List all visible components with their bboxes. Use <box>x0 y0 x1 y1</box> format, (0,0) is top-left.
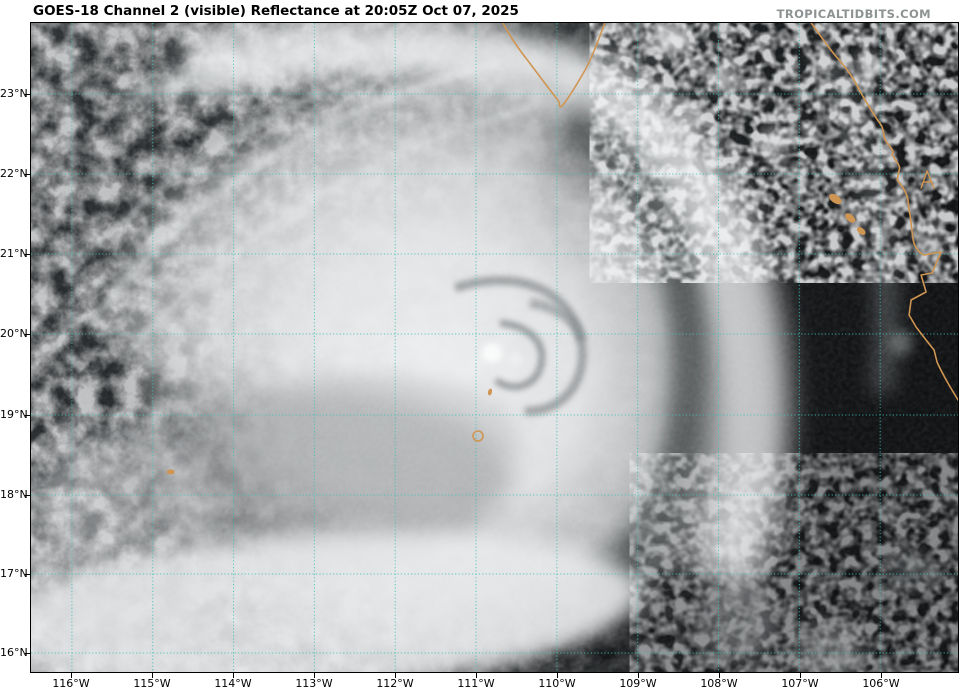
satellite-image <box>31 23 958 672</box>
image-grain <box>31 23 958 672</box>
lon-label: 107°W <box>781 677 819 690</box>
lon-label: 115°W <box>133 677 171 690</box>
lon-label: 114°W <box>214 677 252 690</box>
lon-tick <box>881 673 882 678</box>
satellite-map <box>30 22 959 673</box>
lon-tick <box>557 673 558 678</box>
watermark-text: TROPICALTIDBITS.COM <box>776 7 931 21</box>
coastal-lagoon <box>920 170 935 189</box>
baja-california-peninsula-coastline <box>502 23 606 108</box>
lon-tick <box>314 673 315 678</box>
islands <box>166 193 866 475</box>
lat-label: 20°N <box>0 327 28 340</box>
lat-label: 18°N <box>0 488 28 501</box>
socorro-island <box>472 430 484 442</box>
lon-tick <box>800 673 801 678</box>
clarion-island <box>166 469 175 475</box>
lon-label: 109°W <box>619 677 657 690</box>
lat-label: 21°N <box>0 247 28 260</box>
lat-tick <box>25 495 30 496</box>
lat-label: 23°N <box>0 87 28 100</box>
page-title: GOES-18 Channel 2 (visible) Reflectance … <box>33 3 519 19</box>
lat-tick <box>25 174 30 175</box>
islas-marias <box>856 227 866 235</box>
lon-tick <box>476 673 477 678</box>
lat-tick <box>25 415 30 416</box>
lon-label: 110°W <box>538 677 576 690</box>
lon-tick <box>233 673 234 678</box>
lat-label: 19°N <box>0 408 28 421</box>
lon-label: 106°W <box>862 677 900 690</box>
lat-tick <box>25 334 30 335</box>
lat-label: 22°N <box>0 167 28 180</box>
lat-tick <box>25 254 30 255</box>
lon-tick <box>152 673 153 678</box>
mainland-mexico-coastline <box>810 23 958 401</box>
lon-label: 108°W <box>700 677 738 690</box>
grid-lines <box>31 23 958 672</box>
lat-tick <box>25 574 30 575</box>
lat-tick <box>25 653 30 654</box>
san-benedicto-island <box>487 388 493 396</box>
lat-label: 16°N <box>0 646 28 659</box>
lon-label: 111°W <box>457 677 495 690</box>
coastlines <box>472 23 958 442</box>
lon-tick <box>395 673 396 678</box>
lon-tick <box>71 673 72 678</box>
lon-tick <box>638 673 639 678</box>
islas-marias <box>829 193 842 205</box>
lon-tick <box>719 673 720 678</box>
lat-tick <box>25 94 30 95</box>
lon-label: 116°W <box>52 677 90 690</box>
islas-marias <box>845 213 856 223</box>
lat-label: 17°N <box>0 567 28 580</box>
lon-label: 112°W <box>376 677 414 690</box>
lon-label: 113°W <box>295 677 333 690</box>
